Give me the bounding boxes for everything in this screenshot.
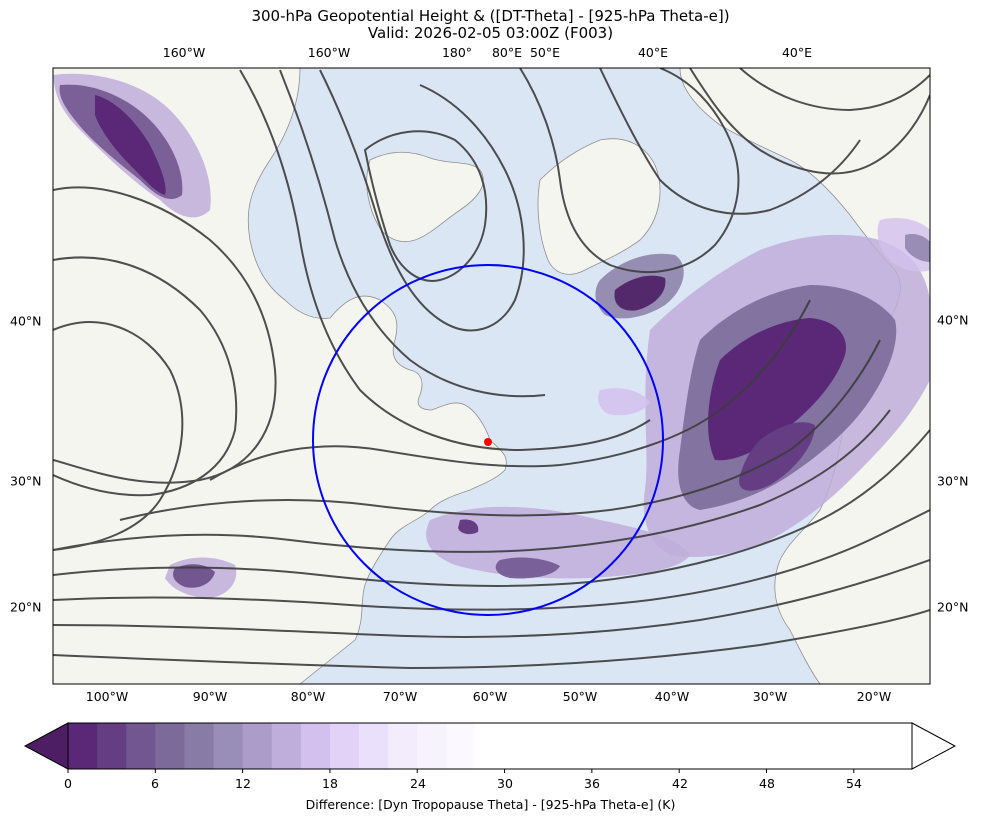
left-lat-label: 40°N	[10, 314, 42, 329]
top-lon-label: 40°E	[782, 45, 812, 60]
colorbar-tick-label: 30	[497, 776, 513, 791]
bottom-lon-label: 20°W	[857, 689, 892, 704]
top-lon-label: 40°E	[638, 45, 668, 60]
bottom-lon-label: 70°W	[383, 689, 418, 704]
right-lat-label: 40°N	[937, 313, 969, 328]
right-lat-label: 20°N	[937, 600, 969, 615]
bottom-lon-label: 60°W	[473, 689, 508, 704]
colorbar-tick-label: 54	[846, 776, 862, 791]
colorbar-label: Difference: [Dyn Tropopause Theta] - [92…	[0, 797, 981, 812]
left-lat-label: 30°N	[10, 474, 42, 489]
colorbar-tick-label: 6	[151, 776, 159, 791]
chart-title: 300-hPa Geopotential Height & ([DT-Theta…	[0, 8, 981, 25]
top-lon-label: 50°E	[530, 45, 560, 60]
bottom-lon-label: 50°W	[563, 689, 598, 704]
bottom-lon-label: 40°W	[655, 689, 690, 704]
bottom-lon-label: 90°W	[193, 689, 228, 704]
top-lon-label: 160°W	[163, 45, 205, 60]
chart-valid-time: Valid: 2026-02-05 03:00Z (F003)	[0, 25, 981, 42]
colorbar-tick-label: 0	[64, 776, 72, 791]
colorbar-tick-label: 42	[672, 776, 688, 791]
colorbar-tick-label: 12	[235, 776, 251, 791]
left-lat-label: 20°N	[10, 600, 42, 615]
location-marker	[484, 438, 492, 446]
colorbar-tick-label: 36	[584, 776, 600, 791]
top-lon-label: 80°E	[492, 45, 522, 60]
top-lon-label: 180°	[442, 45, 472, 60]
colorbar-tick-label: 48	[759, 776, 775, 791]
bottom-lon-label: 30°W	[753, 689, 788, 704]
bottom-lon-label: 80°W	[291, 689, 326, 704]
bottom-lon-label: 100°W	[86, 689, 128, 704]
colorbar-tick-label: 24	[410, 776, 426, 791]
right-lat-label: 30°N	[937, 474, 969, 489]
colorbar-tick-label: 18	[322, 776, 338, 791]
top-lon-label: 160°W	[308, 45, 350, 60]
